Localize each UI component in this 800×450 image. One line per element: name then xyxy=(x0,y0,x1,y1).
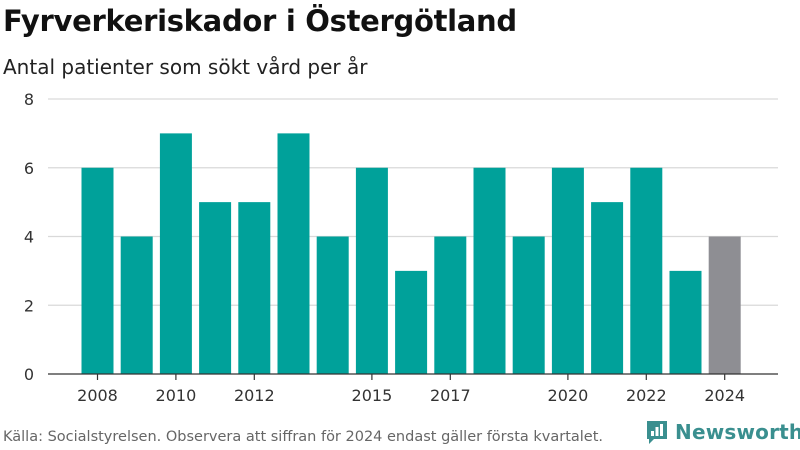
y-tick-label: 2 xyxy=(24,296,34,315)
y-tick-label: 4 xyxy=(24,228,34,247)
x-tick-label: 2024 xyxy=(704,386,745,405)
bar xyxy=(277,133,310,374)
x-tick-label: 2020 xyxy=(548,386,589,405)
bar xyxy=(159,133,192,374)
bar-chart: 0 2 4 6 8 2008 2010 2012 2015 2017 2020 2022 2024 xyxy=(24,90,778,405)
source-note: Källa: Socialstyrelsen. Observera att si… xyxy=(3,429,604,445)
y-tick-label: 8 xyxy=(24,90,34,109)
bar xyxy=(355,167,388,374)
bar xyxy=(434,236,467,374)
newsworthy-logo: Newsworthy xyxy=(645,419,800,445)
newsworthy-logo-icon xyxy=(647,421,667,444)
bar xyxy=(395,270,428,374)
x-tick-label: 2015 xyxy=(352,386,393,405)
x-tick-label: 2017 xyxy=(430,386,471,405)
bar xyxy=(630,167,663,374)
bar xyxy=(708,236,741,374)
y-tick-label: 0 xyxy=(24,365,34,384)
bar xyxy=(120,236,153,374)
y-tick-label: 6 xyxy=(24,159,34,178)
x-tick-label: 2008 xyxy=(77,386,118,405)
bar xyxy=(81,167,114,374)
x-tick-label: 2022 xyxy=(626,386,667,405)
x-tick-label: 2010 xyxy=(156,386,197,405)
bar xyxy=(238,202,271,374)
newsworthy-logo-text: Newsworthy xyxy=(675,420,800,444)
bar xyxy=(669,270,702,374)
chart-title: Fyrverkeriskador i Östergötland xyxy=(3,4,517,38)
bar xyxy=(512,236,545,374)
bar xyxy=(316,236,349,374)
bar xyxy=(551,167,584,374)
bar xyxy=(591,202,624,374)
bar xyxy=(473,167,506,374)
bar xyxy=(199,202,232,374)
chart-subtitle: Antal patienter som sökt vård per år xyxy=(3,55,368,79)
x-tick-label: 2012 xyxy=(234,386,275,405)
